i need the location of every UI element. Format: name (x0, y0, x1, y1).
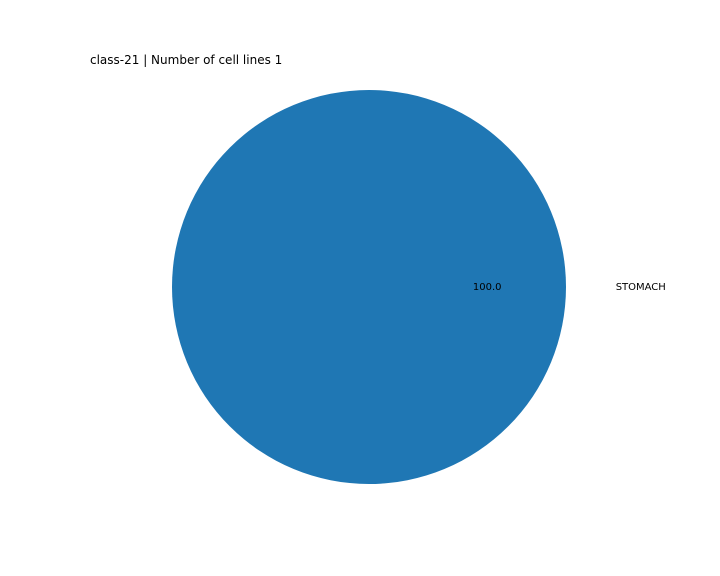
pie-slices (172, 90, 566, 484)
chart-title: class-21 | Number of cell lines 1 (90, 53, 282, 67)
pie-labels: STOMACH 100.0 (473, 282, 666, 293)
pie-slice-stomach (172, 90, 566, 484)
slice-percent-stomach: 100.0 (473, 282, 502, 293)
slice-label-stomach: STOMACH (616, 282, 666, 293)
